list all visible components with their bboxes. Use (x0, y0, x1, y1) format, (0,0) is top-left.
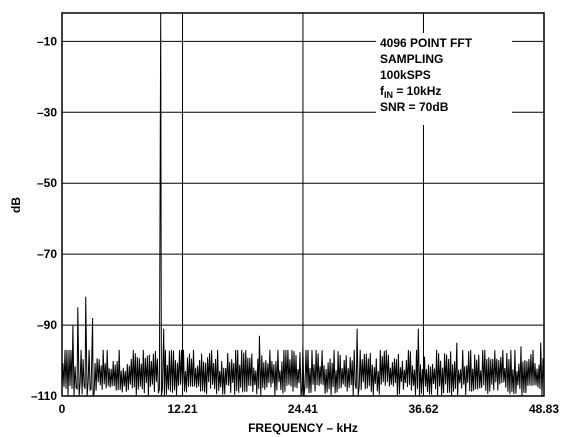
x-tick-label: 12.21 (168, 402, 198, 416)
x-tick-label: 48.83 (529, 402, 559, 416)
y-tick-label: –10 (37, 34, 57, 48)
x-tick-label: 24.41 (288, 402, 318, 416)
annotation-line-1: 4096 POINT FFT (380, 36, 473, 50)
annotation-box-bg (376, 33, 512, 125)
annotation-line-3: 100kSPS (380, 68, 431, 82)
x-tick-labels: 0 12.21 24.41 36.62 48.83 (59, 402, 560, 416)
y-tick-label: –90 (37, 318, 57, 332)
spectrum (61, 12, 545, 397)
plot-frame (61, 12, 545, 397)
y-tick-label: –30 (37, 105, 57, 119)
annotation-fin: fIN = 10kHz (380, 84, 441, 100)
y-tick-labels: –10 –30 –50 –70 –90 –110 (31, 34, 57, 403)
fin-subscript: IN (384, 90, 393, 100)
y-tick-label: –50 (37, 176, 57, 190)
annotation-box: 4096 POINT FFT SAMPLING 100kSPS fIN = 10… (380, 36, 473, 114)
fft-trace (61, 12, 545, 397)
fin-prefix: f (380, 84, 385, 98)
x-tick-label: 0 (59, 402, 66, 416)
x-axis-title: FREQUENCY – kHz (248, 421, 358, 435)
annotation-snr: SNR = 70dB (380, 100, 449, 114)
y-tick-label: –70 (37, 247, 57, 261)
y-axis-title: dB (9, 197, 23, 213)
fin-value: = 10kHz (393, 84, 441, 98)
x-tick-label: 36.62 (408, 402, 438, 416)
y-tick-label: –110 (31, 389, 57, 403)
annotation-line-2: SAMPLING (380, 52, 443, 66)
